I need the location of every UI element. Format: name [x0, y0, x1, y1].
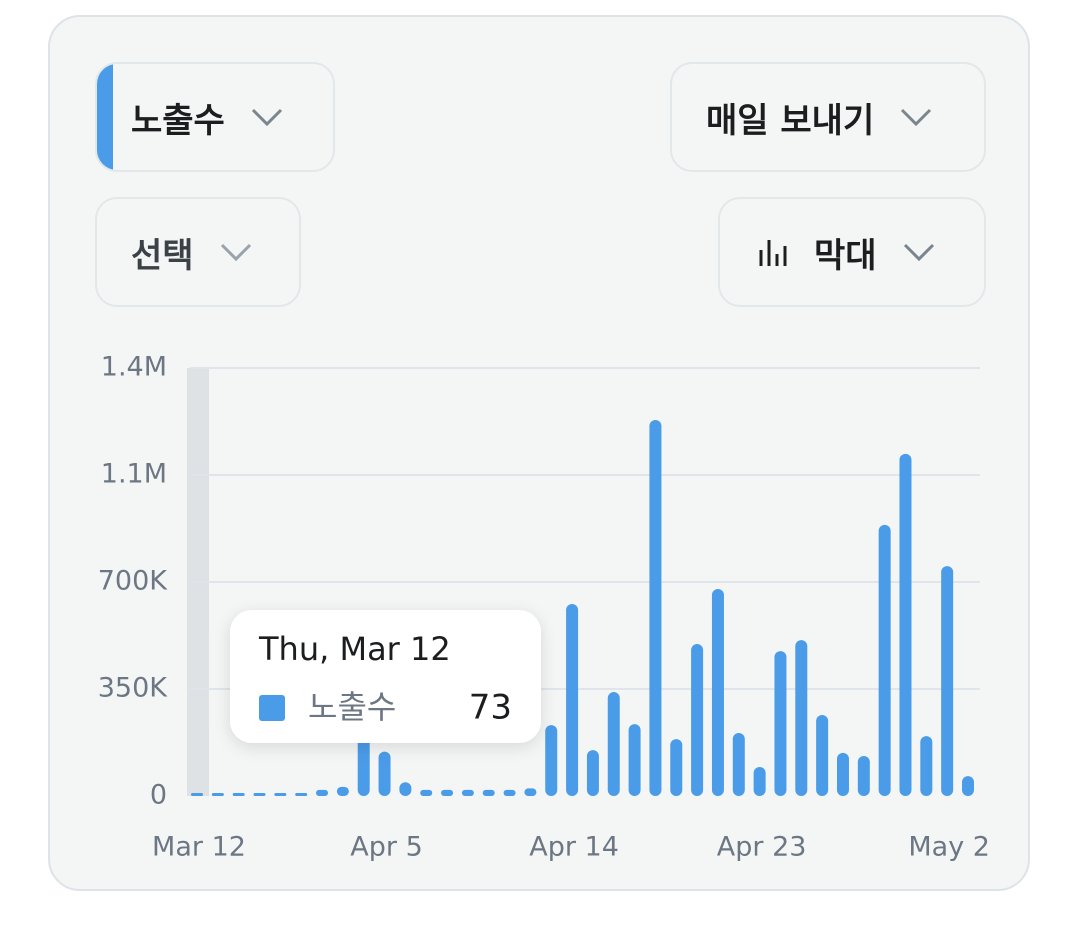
bar — [461, 789, 474, 796]
x-tick-label: Apr 23 — [717, 832, 807, 863]
bar — [711, 589, 724, 796]
bar — [420, 789, 433, 796]
chart-type-label: 막대 — [814, 235, 877, 276]
bar — [691, 644, 704, 796]
bar — [232, 793, 245, 796]
tooltip-title: Thu, Mar 12 — [258, 630, 451, 668]
bar — [316, 789, 329, 796]
bar-icon — [759, 240, 787, 266]
bar — [274, 793, 287, 796]
frequency-dropdown[interactable]: 매일 보내기 — [670, 62, 986, 172]
metric-dropdown[interactable]: 노출수 — [95, 62, 335, 172]
bar — [607, 692, 620, 796]
bar — [211, 793, 224, 796]
select-label: 선택 — [131, 235, 194, 276]
chart-type-dropdown[interactable]: 막대 — [718, 197, 986, 307]
frequency-label: 매일 보내기 — [706, 100, 875, 141]
bar — [878, 524, 891, 796]
tooltip-series-name: 노출수 — [308, 688, 396, 726]
bar — [774, 651, 787, 796]
metric-color-strip — [97, 64, 113, 170]
chevron — [251, 108, 282, 127]
bar — [336, 786, 349, 796]
bar — [586, 750, 599, 796]
x-tick-label: May 2 — [908, 832, 990, 863]
bar — [649, 419, 662, 796]
bar — [941, 566, 954, 796]
x-tick-label: Mar 12 — [152, 832, 246, 863]
bar — [899, 453, 912, 796]
bar — [566, 604, 579, 796]
bar — [857, 755, 870, 796]
tooltip-box — [230, 610, 541, 743]
bar — [795, 640, 808, 796]
bar — [753, 766, 766, 796]
bar — [816, 714, 829, 796]
metric-label: 노출수 — [131, 100, 225, 141]
bar — [628, 724, 641, 796]
bar — [836, 752, 849, 796]
bar — [253, 793, 266, 796]
bar — [545, 725, 558, 796]
tooltip-swatch — [259, 695, 285, 721]
chevron — [901, 108, 932, 127]
bar — [399, 782, 412, 796]
bar — [670, 739, 683, 796]
y-tick-label: 350K — [98, 673, 169, 704]
y-tick-label: 1.4M — [101, 352, 167, 383]
bar — [920, 736, 933, 796]
y-tick-label: 0 — [150, 780, 167, 811]
tooltip-value: 73 — [469, 688, 512, 728]
bar — [482, 789, 495, 796]
y-tick-label: 700K — [98, 566, 169, 597]
bar — [962, 776, 974, 796]
bar — [378, 751, 391, 796]
bar — [732, 733, 745, 796]
x-tick-label: Apr 5 — [350, 832, 422, 863]
bar — [295, 793, 308, 796]
x-tick-label: Apr 14 — [529, 832, 619, 863]
chevron — [220, 243, 251, 262]
y-tick-label: 1.1M — [101, 459, 167, 490]
bar — [191, 793, 203, 796]
select-dropdown[interactable]: 선택 — [95, 197, 301, 307]
bar — [503, 789, 516, 796]
chevron — [903, 243, 934, 262]
bar — [524, 788, 537, 796]
bar — [441, 789, 454, 796]
tooltip: Thu, Mar 12 노출수 73 — [230, 610, 541, 743]
